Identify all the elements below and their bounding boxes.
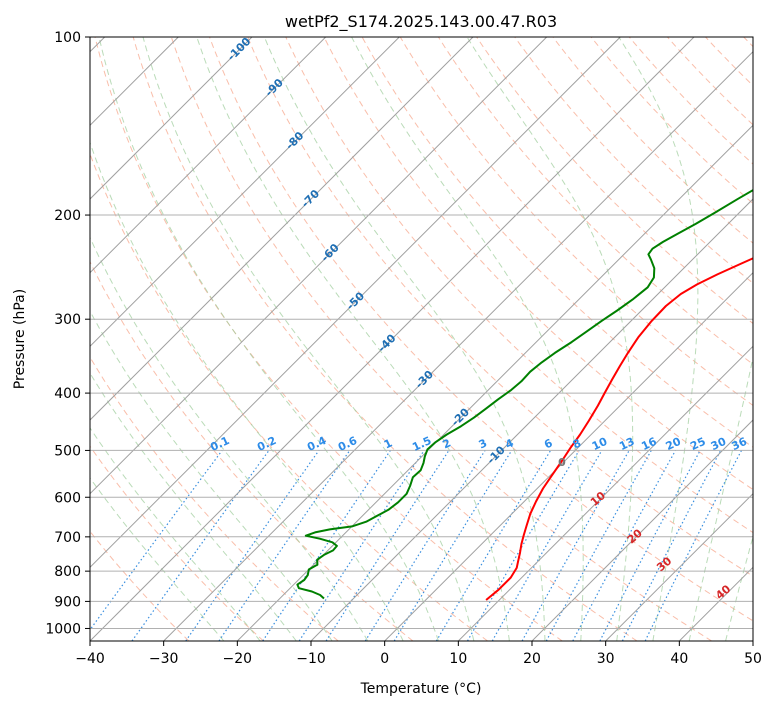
moist-adiabat-line: [90, 310, 333, 641]
moist-adiabat-line: [196, 37, 510, 641]
isotherm-line: [163, 50, 753, 641]
y-axis-title: Pressure (hPa): [12, 289, 28, 389]
x-tick-label: −40: [75, 651, 105, 667]
x-tick-label: 20: [523, 651, 541, 667]
mixing-ratio-label: 25: [688, 435, 707, 453]
dry-adiabat-line: [170, 37, 712, 641]
y-tick-label: 200: [54, 208, 81, 224]
mixing-ratio-line: [572, 450, 677, 641]
isotherm-line: [236, 124, 753, 641]
mixing-ratio-label: 13: [617, 435, 636, 453]
mixing-ratio-line: [393, 450, 513, 641]
isotherm-line: [384, 271, 753, 641]
y-tick-label: 600: [54, 490, 81, 506]
y-tick-label: 300: [54, 312, 81, 328]
mixing-ratio-label: 10: [590, 435, 610, 453]
moist-adiabat-line: [90, 427, 261, 641]
dry-adiabat-line: [132, 37, 638, 641]
dry-adiabat-line: [514, 37, 753, 284]
mixing-ratio-line: [521, 450, 630, 641]
y-tick-label: 500: [54, 443, 81, 459]
mixing-ratio-line: [364, 450, 486, 641]
isotherm-line: [90, 37, 695, 641]
x-tick-label: 0: [380, 651, 389, 667]
dry-adiabat-line: [90, 445, 264, 641]
dewpoint-profile-line: [296, 188, 753, 600]
moist-adiabat-line: [90, 236, 369, 641]
dry-adiabat-line: [323, 37, 753, 491]
moist-adiabat-label: 0: [558, 456, 566, 469]
x-tick-label: 50: [744, 651, 762, 667]
y-tick-label: 800: [54, 564, 81, 580]
x-tick-label: −10: [296, 651, 326, 667]
x-tick-label: −20: [223, 651, 253, 667]
dry-adiabat-line: [209, 37, 753, 622]
isotherm-line: [605, 492, 753, 641]
dry-adiabat-line: [590, 37, 753, 205]
isotherm-line: [90, 37, 400, 348]
mixing-ratio-line: [218, 450, 351, 641]
isotherm-line: [310, 198, 753, 641]
x-axis-title: Temperature (°C): [360, 681, 482, 697]
moist-adiabat-line: [90, 141, 404, 641]
isotherm-line: [90, 37, 253, 200]
x-tick-label: −30: [149, 651, 179, 667]
moist-adiabat-line: [351, 37, 584, 641]
moist-adiabat-line: [142, 37, 475, 641]
chart-title: wetPf2_S174.2025.143.00.47.R03: [285, 12, 557, 32]
dry-adiabat-line: [247, 37, 753, 577]
mixing-ratio-line: [90, 450, 223, 631]
y-tick-label: 700: [54, 530, 81, 546]
mixing-ratio-line: [131, 450, 270, 641]
x-tick-label: 40: [670, 651, 688, 667]
moist-adiabat-line: [618, 37, 699, 641]
moist-adiabat-line: [263, 37, 546, 641]
mixing-ratio-line: [325, 450, 450, 641]
isotherm-line: [457, 345, 753, 641]
isotherm-line: [531, 419, 753, 641]
x-tick-label: 10: [449, 651, 467, 667]
mixing-ratio-label: 20: [664, 435, 684, 453]
isotherm-line: [90, 37, 548, 495]
mixing-ratio-label: 30: [709, 435, 729, 453]
isotherm-line: [90, 37, 327, 274]
dry-adiabat-line: [628, 37, 753, 165]
mixing-ratio-line: [435, 450, 552, 641]
isotherm-line: [90, 37, 474, 421]
mixing-ratio-line: [466, 450, 580, 641]
temperature-profile-line: [485, 257, 753, 601]
y-tick-label: 1000: [45, 621, 81, 637]
moist-adiabat-line: [90, 477, 225, 641]
moist-adiabat-line: [688, 355, 753, 641]
moist-adiabat-line: [98, 37, 439, 641]
x-tick-label: 30: [597, 651, 615, 667]
dry-adiabat-line: [476, 37, 753, 325]
y-tick-label: 900: [54, 594, 81, 610]
isotherm-line: [90, 37, 621, 569]
plot-frame: [89, 36, 754, 642]
mixing-ratio-line: [491, 450, 603, 641]
y-tick-label: 100: [54, 30, 81, 46]
mixing-ratio-label: 36: [730, 435, 750, 453]
y-tick-label: 400: [54, 386, 81, 402]
moist-adiabat-line: [725, 534, 753, 641]
dry-adiabat-line: [399, 37, 753, 407]
mixing-ratio-label: 16: [639, 435, 659, 453]
